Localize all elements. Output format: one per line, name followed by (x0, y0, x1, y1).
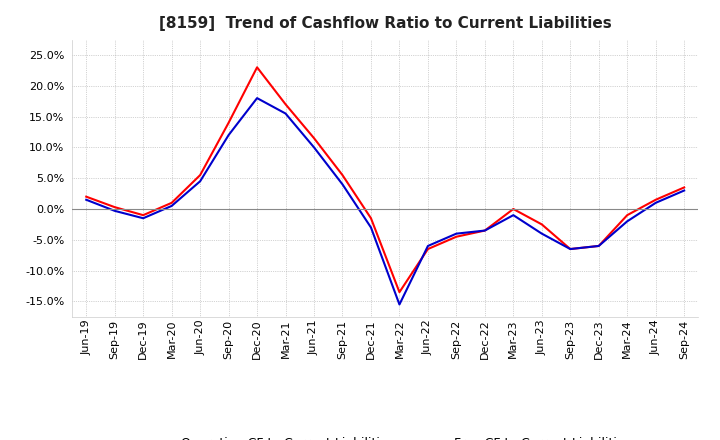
Operating CF to Current Liabilities (110, 205, 119, 210)
Legend: Operating CF to Current Liabilities, Free CF to Current Liabilities: Operating CF to Current Liabilities, Fre… (135, 432, 636, 440)
Free CF to Current Liabilities (537, 231, 546, 236)
Free CF to Current Liabilities (366, 225, 375, 230)
Free CF to Current Liabilities (282, 111, 290, 116)
Operating CF to Current Liabilities (395, 290, 404, 295)
Operating CF to Current Liabilities (139, 213, 148, 218)
Operating CF to Current Liabilities (680, 185, 688, 190)
Free CF to Current Liabilities (196, 179, 204, 184)
Operating CF to Current Liabilities (566, 246, 575, 252)
Free CF to Current Liabilities (82, 197, 91, 202)
Operating CF to Current Liabilities (595, 243, 603, 249)
Operating CF to Current Liabilities (480, 228, 489, 233)
Free CF to Current Liabilities (139, 216, 148, 221)
Operating CF to Current Liabilities (310, 136, 318, 141)
Free CF to Current Liabilities (167, 203, 176, 209)
Free CF to Current Liabilities (338, 182, 347, 187)
Operating CF to Current Liabilities (167, 200, 176, 205)
Free CF to Current Liabilities (623, 219, 631, 224)
Operating CF to Current Liabilities (452, 234, 461, 239)
Operating CF to Current Liabilities (423, 246, 432, 252)
Operating CF to Current Liabilities (623, 213, 631, 218)
Free CF to Current Liabilities (652, 200, 660, 205)
Operating CF to Current Liabilities (82, 194, 91, 199)
Free CF to Current Liabilities (110, 208, 119, 213)
Free CF to Current Liabilities (595, 243, 603, 249)
Free CF to Current Liabilities (452, 231, 461, 236)
Operating CF to Current Liabilities (196, 172, 204, 178)
Free CF to Current Liabilities (480, 228, 489, 233)
Operating CF to Current Liabilities (225, 120, 233, 125)
Free CF to Current Liabilities (395, 302, 404, 307)
Free CF to Current Liabilities (253, 95, 261, 101)
Operating CF to Current Liabilities (338, 172, 347, 178)
Free CF to Current Liabilities (566, 246, 575, 252)
Free CF to Current Liabilities (310, 145, 318, 150)
Operating CF to Current Liabilities (253, 65, 261, 70)
Operating CF to Current Liabilities (366, 216, 375, 221)
Free CF to Current Liabilities (225, 132, 233, 138)
Free CF to Current Liabilities (509, 213, 518, 218)
Free CF to Current Liabilities (423, 243, 432, 249)
Line: Operating CF to Current Liabilities: Operating CF to Current Liabilities (86, 67, 684, 292)
Line: Free CF to Current Liabilities: Free CF to Current Liabilities (86, 98, 684, 304)
Operating CF to Current Liabilities (652, 197, 660, 202)
Free CF to Current Liabilities (680, 188, 688, 193)
Operating CF to Current Liabilities (509, 206, 518, 212)
Operating CF to Current Liabilities (537, 222, 546, 227)
Operating CF to Current Liabilities (282, 102, 290, 107)
Title: [8159]  Trend of Cashflow Ratio to Current Liabilities: [8159] Trend of Cashflow Ratio to Curren… (159, 16, 611, 32)
